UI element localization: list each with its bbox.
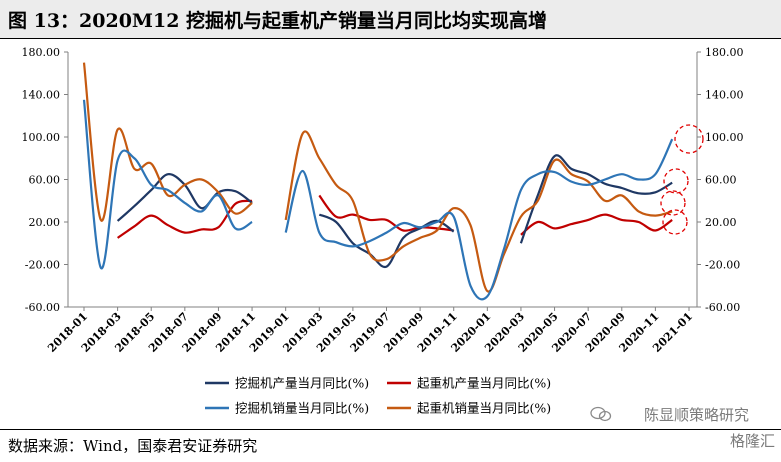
left-y-tick-label: 20.00 xyxy=(29,216,61,229)
right-y-tick-label: 180.00 xyxy=(705,46,744,59)
right-y-tick-label: 140.00 xyxy=(705,89,744,102)
chart-legend: 挖掘机产量当月同比(%) 起重机产量当月同比(%) 挖掘机销量当月同比(%) 起重机销… xyxy=(205,376,551,416)
right-y-tick-label: -20.00 xyxy=(705,259,740,272)
title-bar xyxy=(0,0,781,38)
legend-label: 挖掘机产量当月同比(%) xyxy=(235,376,369,391)
right-y-tick-label: -60.00 xyxy=(705,301,740,314)
series-lines xyxy=(82,62,674,301)
right-y-tick-label: 100.00 xyxy=(705,131,744,144)
series-line-4 xyxy=(284,130,673,293)
series-line-2 xyxy=(116,199,253,239)
left-y-tick-label: -20.00 xyxy=(25,259,60,272)
highlight-circles xyxy=(660,124,704,235)
title-underline xyxy=(0,38,781,39)
series-line-3 xyxy=(82,99,253,270)
watermark-account: 陈显顺策略研究 xyxy=(643,406,749,424)
series-line-4 xyxy=(82,62,253,222)
highlight-circle xyxy=(674,124,704,154)
legend-label: 起重机销量当月同比(%) xyxy=(417,401,551,416)
left-y-tick-label: 60.00 xyxy=(29,174,61,187)
source-divider xyxy=(0,429,781,430)
legend-label: 挖掘机销量当月同比(%) xyxy=(235,401,369,416)
series-line-2 xyxy=(520,213,673,236)
right-y-tick-label: 60.00 xyxy=(705,174,737,187)
left-y-axis-ticks: 180.00 140.00 100.00 60.00 20.00 -20.00 -60.00 xyxy=(22,46,68,314)
figure-title: 图 13：2020M12 挖掘机与起重机产销量当月同比均实现高增 xyxy=(8,10,548,32)
watermark: 陈显顺策略研究 格隆汇 xyxy=(590,404,775,456)
series-line-2 xyxy=(318,194,454,232)
highlight-circle xyxy=(663,168,689,194)
watermark-brand: 格隆汇 xyxy=(729,432,775,450)
legend-label: 起重机产量当月同比(%) xyxy=(417,376,551,391)
left-y-tick-label: 140.00 xyxy=(22,89,61,102)
line-chart: 180.00 140.00 100.00 60.00 20.00 -20.00 -60.00… xyxy=(22,46,744,416)
left-y-tick-label: 100.00 xyxy=(22,131,61,144)
wechat-icon xyxy=(590,406,612,422)
right-y-axis-ticks: 180.00 140.00 100.00 60.00 20.00 -20.00 -60.00 xyxy=(697,46,744,314)
series-line-1 xyxy=(318,213,455,269)
data-source-note: 数据来源：Wind，国泰君安证券研究 xyxy=(8,437,258,455)
left-y-tick-label: -60.00 xyxy=(25,301,60,314)
x-axis-ticks: 2018-012018-032018-052018-072018-092018-… xyxy=(45,307,695,355)
right-y-tick-label: 20.00 xyxy=(705,216,737,229)
series-line-3 xyxy=(284,138,674,301)
left-y-tick-label: 180.00 xyxy=(22,46,61,59)
highlight-circle xyxy=(662,209,688,235)
series-line-1 xyxy=(519,154,673,244)
series-line-1 xyxy=(116,173,253,222)
highlight-circle xyxy=(660,190,686,216)
